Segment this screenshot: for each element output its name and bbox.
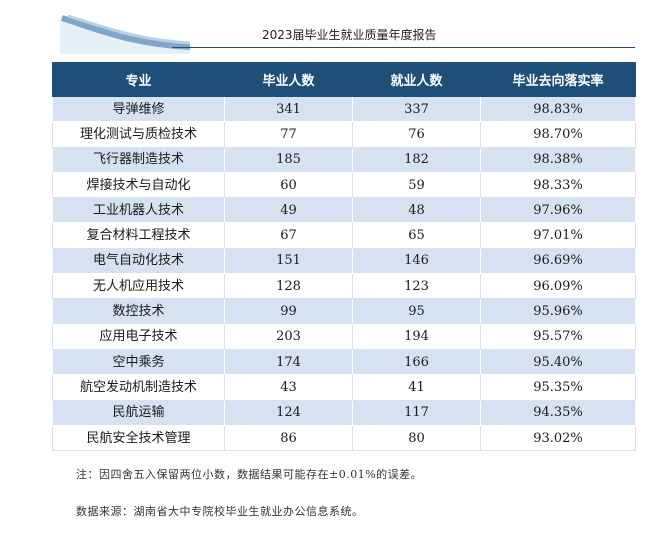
- header-divider: [172, 47, 635, 48]
- table-row: 无人机应用技术 128 123 96.09%: [52, 273, 636, 300]
- cell-rate: 98.70%: [480, 121, 636, 148]
- table-row: 焊接技术与自动化 60 59 98.33%: [52, 171, 636, 199]
- footnote: 注：因四舍五入保留两位小数，数据结果可能存在±0.01%的误差。: [76, 468, 423, 481]
- table-header-row: 专业 毕业人数 就业人数 毕业去向落实率: [52, 62, 636, 97]
- cell-graduates: 67: [224, 222, 353, 249]
- cell-rate: 94.35%: [480, 399, 636, 426]
- cell-graduates: 43: [224, 374, 353, 401]
- cell-employed: 48: [352, 197, 481, 224]
- column-header-employed: 就业人数: [352, 62, 481, 97]
- cell-graduates: 60: [224, 171, 353, 199]
- data-source: 数据来源：湖南省大中专院校毕业生就业办公信息系统。: [76, 505, 364, 518]
- cell-graduates: 185: [224, 146, 353, 173]
- table-row: 航空发动机制造技术 43 41 95.35%: [52, 374, 636, 401]
- cell-major: 电气自动化技术: [52, 247, 225, 275]
- cell-major: 应用电子技术: [52, 323, 225, 350]
- table-row: 民航运输 124 117 94.35%: [52, 399, 636, 426]
- cell-graduates: 128: [224, 273, 353, 300]
- cell-employed: 80: [352, 424, 481, 452]
- cell-major: 数控技术: [52, 298, 225, 325]
- cell-employed: 337: [352, 95, 481, 123]
- cell-rate: 95.96%: [480, 298, 636, 325]
- column-header-graduates: 毕业人数: [224, 62, 353, 97]
- cell-major: 飞行器制造技术: [52, 146, 225, 173]
- cell-employed: 123: [352, 273, 481, 300]
- table-row: 民航安全技术管理 86 80 93.02%: [52, 424, 636, 452]
- cell-rate: 98.83%: [480, 95, 636, 123]
- cell-employed: 59: [352, 171, 481, 199]
- table-body: 导弹维修 341 337 98.83% 理化测试与质检技术 77 76 98.70% 飞行器制造…: [52, 95, 636, 452]
- cell-rate: 95.57%: [480, 323, 636, 350]
- cell-employed: 41: [352, 374, 481, 401]
- cell-rate: 98.33%: [480, 171, 636, 199]
- cell-major: 民航安全技术管理: [52, 424, 225, 452]
- cell-graduates: 49: [224, 197, 353, 224]
- cell-employed: 194: [352, 323, 481, 350]
- cell-major: 工业机器人技术: [52, 197, 225, 224]
- cell-graduates: 203: [224, 323, 353, 350]
- cell-employed: 166: [352, 348, 481, 376]
- column-header-major: 专业: [52, 62, 225, 97]
- cell-employed: 76: [352, 121, 481, 148]
- cell-rate: 98.38%: [480, 146, 636, 173]
- cell-graduates: 341: [224, 95, 353, 123]
- cell-major: 复合材料工程技术: [52, 222, 225, 249]
- cell-employed: 95: [352, 298, 481, 325]
- table-row: 导弹维修 341 337 98.83%: [52, 95, 636, 123]
- table-row: 复合材料工程技术 67 65 97.01%: [52, 222, 636, 249]
- table-row: 电气自动化技术 151 146 96.69%: [52, 247, 636, 275]
- cell-rate: 96.69%: [480, 247, 636, 275]
- cell-major: 民航运输: [52, 399, 225, 426]
- cell-graduates: 99: [224, 298, 353, 325]
- cell-rate: 97.01%: [480, 222, 636, 249]
- column-header-rate: 毕业去向落实率: [480, 62, 636, 97]
- cell-major: 空中乘务: [52, 348, 225, 376]
- cell-graduates: 174: [224, 348, 353, 376]
- cell-employed: 65: [352, 222, 481, 249]
- cell-rate: 95.40%: [480, 348, 636, 376]
- cell-graduates: 86: [224, 424, 353, 452]
- cell-rate: 95.35%: [480, 374, 636, 401]
- cell-graduates: 77: [224, 121, 353, 148]
- table-row: 应用电子技术 203 194 95.57%: [52, 323, 636, 350]
- cell-major: 理化测试与质检技术: [52, 121, 225, 148]
- employment-table: 专业 毕业人数 就业人数 毕业去向落实率 导弹维修 341 337 98.83% 理化测…: [52, 62, 636, 452]
- cell-employed: 117: [352, 399, 481, 426]
- table-row: 理化测试与质检技术 77 76 98.70%: [52, 121, 636, 148]
- report-title: 2023届毕业生就业质量年度报告: [262, 28, 437, 42]
- header-wave-decoration: [60, 14, 190, 54]
- cell-graduates: 151: [224, 247, 353, 275]
- table-row: 工业机器人技术 49 48 97.96%: [52, 197, 636, 224]
- cell-major: 无人机应用技术: [52, 273, 225, 300]
- cell-major: 航空发动机制造技术: [52, 374, 225, 401]
- table-row: 数控技术 99 95 95.96%: [52, 298, 636, 325]
- cell-rate: 96.09%: [480, 273, 636, 300]
- cell-rate: 97.96%: [480, 197, 636, 224]
- cell-rate: 93.02%: [480, 424, 636, 452]
- cell-employed: 182: [352, 146, 481, 173]
- cell-major: 焊接技术与自动化: [52, 171, 225, 199]
- cell-graduates: 124: [224, 399, 353, 426]
- table-row: 空中乘务 174 166 95.40%: [52, 348, 636, 376]
- cell-employed: 146: [352, 247, 481, 275]
- table-row: 飞行器制造技术 185 182 98.38%: [52, 146, 636, 173]
- cell-major: 导弹维修: [52, 95, 225, 123]
